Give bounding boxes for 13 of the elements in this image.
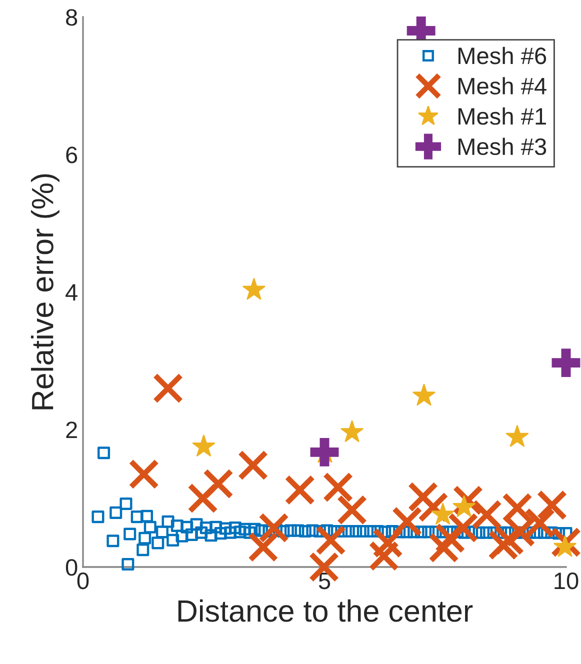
y-tick-label: 4	[66, 284, 78, 301]
y-tick-label: 8	[66, 9, 78, 26]
x-tick-label: 0	[77, 572, 89, 590]
x-tick-label: 10	[554, 572, 578, 590]
y-axis-title: Relative error (%)	[30, 174, 60, 410]
y-tick-label: 6	[66, 146, 78, 164]
y-tick-label: 2	[66, 422, 77, 438]
legend-label: Mesh #3	[458, 138, 546, 156]
legend-label: Mesh #4	[458, 77, 546, 95]
legend-label: Mesh #6	[458, 46, 546, 64]
x-axis-title: Distance to the center	[178, 599, 473, 622]
legend-label: Mesh #1	[458, 107, 546, 125]
y-tick-label: 0	[66, 559, 78, 576]
